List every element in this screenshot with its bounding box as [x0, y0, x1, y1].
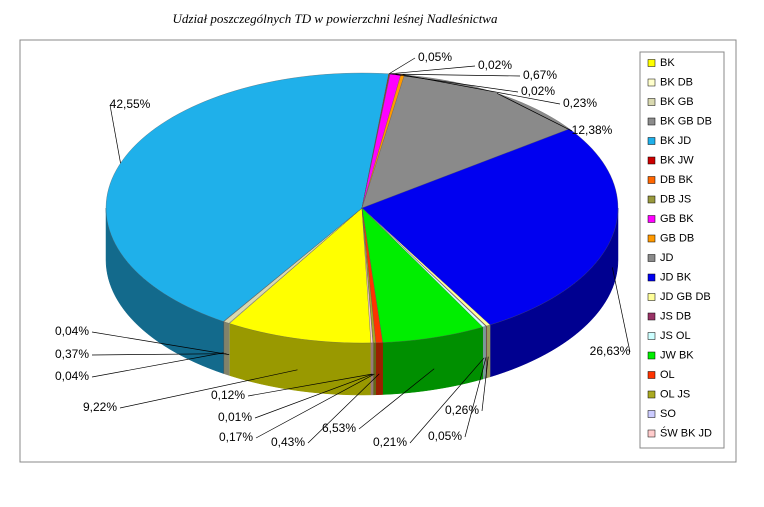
legend-label: BK JW [660, 154, 694, 166]
legend-label: BK [660, 57, 675, 69]
legend-label: OL JS [660, 388, 690, 400]
data-label: 42,55% [110, 97, 151, 111]
data-label: 0,12% [211, 388, 245, 402]
data-label: 0,43% [271, 435, 305, 449]
data-label: 0,37% [55, 347, 89, 361]
legend-swatch [648, 391, 655, 398]
legend-label: GB BK [660, 213, 694, 225]
data-label: 6,53% [322, 421, 356, 435]
legend-swatch [648, 352, 655, 359]
legend-swatch [648, 333, 655, 340]
data-label: 0,23% [563, 96, 597, 110]
legend-swatch [648, 274, 655, 281]
legend-swatch [648, 255, 655, 262]
legend-swatch [648, 177, 655, 184]
legend-swatch [648, 118, 655, 125]
legend-label: JS OL [660, 330, 691, 342]
legend-swatch [648, 372, 655, 379]
legend-swatch [648, 138, 655, 145]
data-label: 0,67% [523, 68, 557, 82]
slice-side [376, 343, 383, 395]
data-label: 0,04% [55, 324, 89, 338]
legend-swatch [648, 430, 655, 437]
legend-label: GB DB [660, 232, 694, 244]
legend-swatch [648, 235, 655, 242]
legend-label: BK GB [660, 96, 694, 108]
legend-swatch [648, 294, 655, 301]
legend-swatch [648, 196, 655, 203]
data-label: 26,63% [590, 344, 631, 358]
data-label: 12,38% [572, 123, 613, 137]
legend-label: DB BK [660, 174, 694, 186]
legend-label: BK DB [660, 76, 693, 88]
data-label: 0,26% [445, 403, 479, 417]
legend-swatch [648, 157, 655, 164]
data-label: 0,04% [55, 369, 89, 383]
legend-swatch [648, 216, 655, 223]
data-label: 9,22% [83, 400, 117, 414]
data-label: 0,05% [428, 429, 462, 443]
legend-label: ŚW BK JD [660, 426, 712, 439]
legend-label: BK JD [660, 135, 691, 147]
slice-side [483, 326, 486, 379]
slice-side [371, 343, 373, 395]
data-label: 0,02% [478, 58, 512, 72]
legend-label: BK GB DB [660, 115, 712, 127]
legend-label: OL [660, 369, 675, 381]
data-label: 0,17% [219, 430, 253, 444]
legend-swatch [648, 411, 655, 418]
legend-label: JS DB [660, 310, 691, 322]
legend-swatch [648, 99, 655, 106]
legend-label: JD [660, 252, 674, 264]
legend-label: JD GB DB [660, 291, 711, 303]
legend-label: SO [660, 408, 676, 420]
slice-side [224, 322, 229, 376]
legend-swatch [648, 313, 655, 320]
legend-swatch [648, 60, 655, 67]
legend-label: JD BK [660, 271, 692, 283]
chart-title: Udział poszczególnych TD w powierzchni l… [173, 11, 498, 26]
data-label: 0,01% [218, 410, 252, 424]
data-label: 0,21% [373, 435, 407, 449]
legend-label: DB JS [660, 193, 691, 205]
legend-label: JW BK [660, 349, 694, 361]
slice-side [373, 343, 376, 395]
data-label: 0,02% [521, 84, 555, 98]
legend-swatch [648, 79, 655, 86]
data-label: 0,05% [418, 50, 452, 64]
